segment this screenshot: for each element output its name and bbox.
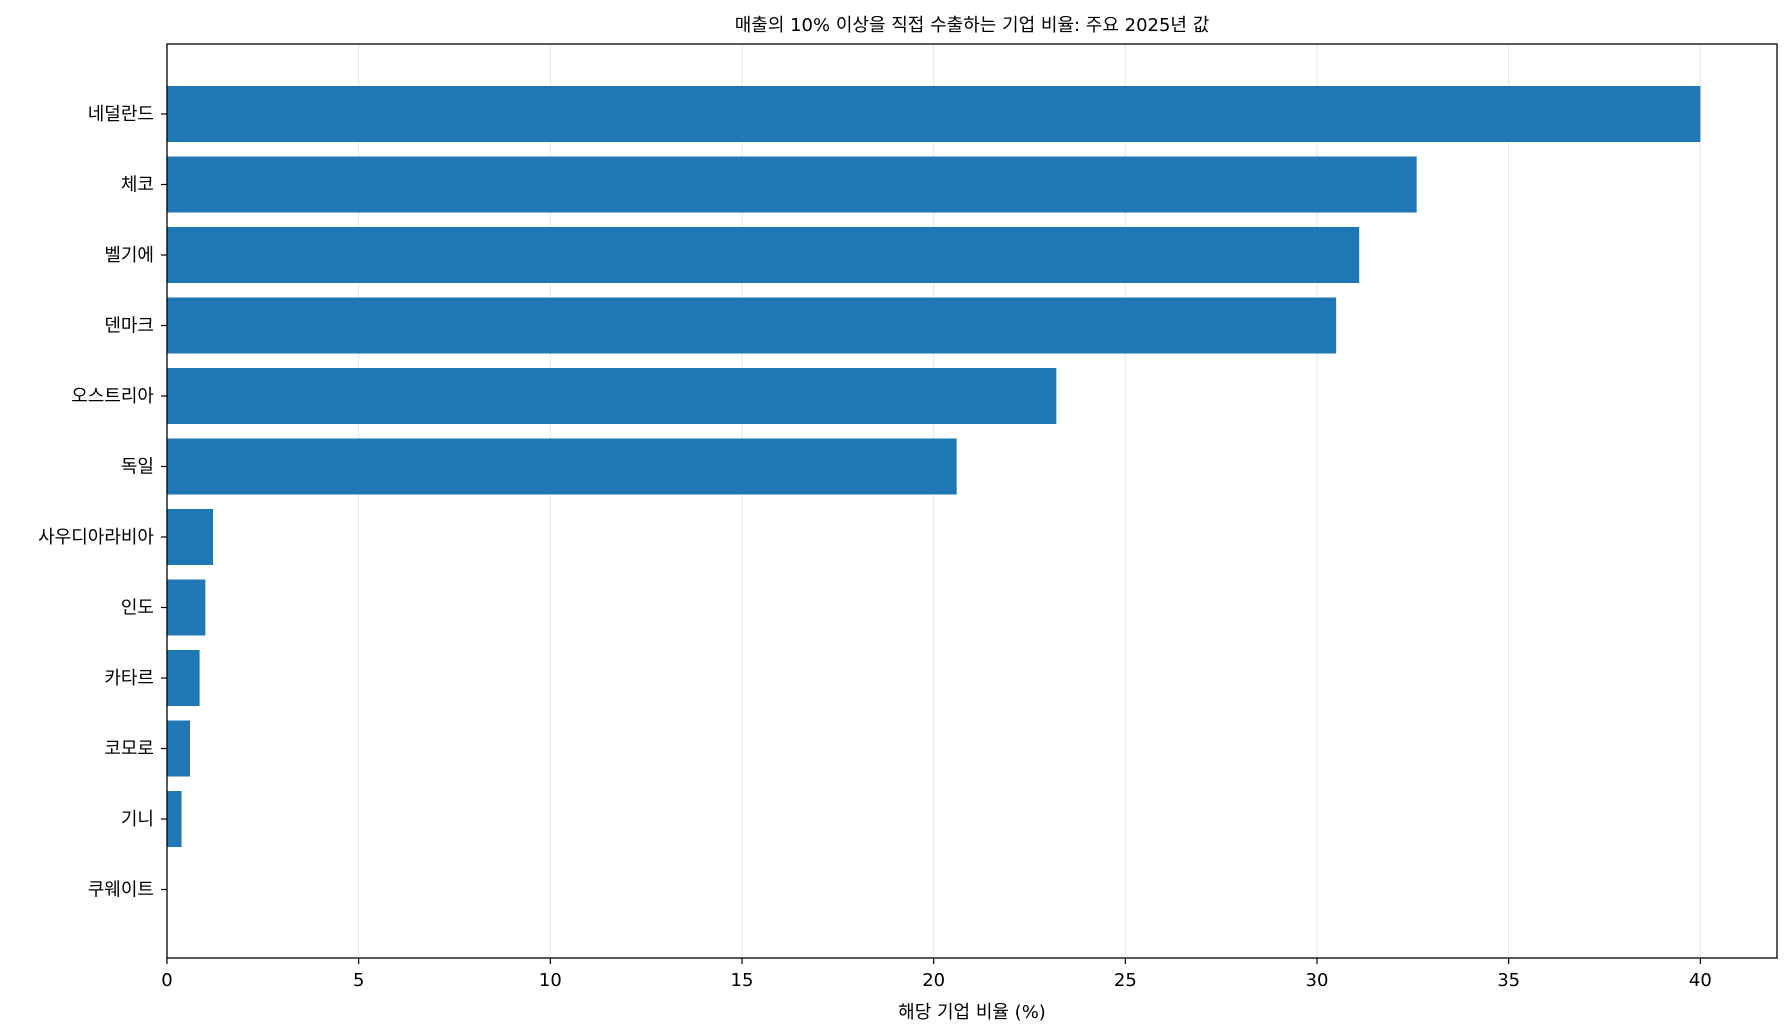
x-tick-label-0: 0	[161, 970, 172, 991]
x-tick-label-3: 15	[731, 970, 754, 991]
y-tick-label-7: 인도	[121, 598, 154, 619]
bar-2	[167, 227, 1360, 283]
y-tick-label-4: 오스트리아	[71, 386, 154, 407]
bar-9	[167, 720, 190, 777]
y-tick-label-8: 카타르	[104, 668, 154, 689]
x-axis-title: 해당 기업 비율 (%)	[898, 1002, 1046, 1023]
x-tick-label-5: 25	[1114, 970, 1137, 991]
chart-title: 매출의 10% 이상을 직접 수출하는 기업 비율: 주요 2025년 값	[735, 15, 1210, 36]
y-tick-label-6: 사우디아라비아	[38, 527, 154, 548]
y-tick-label-3: 덴마크	[104, 316, 154, 337]
x-tick-label-2: 10	[539, 970, 562, 991]
bars	[167, 86, 1701, 847]
x-tick-label-8: 40	[1689, 970, 1712, 991]
y-tick-label-1: 체코	[121, 175, 154, 196]
plot-frame	[166, 43, 1778, 959]
bar-1	[167, 156, 1417, 213]
y-tick-label-9: 코모로	[104, 739, 154, 760]
bar-8	[167, 650, 200, 706]
y-tick-label-11: 쿠웨이트	[88, 880, 154, 901]
x-tick-label-7: 35	[1497, 970, 1520, 991]
x-tick-label-4: 20	[922, 970, 945, 991]
bar-6	[167, 509, 213, 565]
bar-3	[167, 297, 1337, 354]
bar-0	[167, 86, 1701, 142]
x-tick-label-1: 5	[353, 970, 364, 991]
x-axis-ticks: 0 5 10 15 20 25 30 35 40	[161, 958, 1712, 991]
bar-4	[167, 368, 1057, 424]
y-tick-label-10: 기니	[121, 809, 154, 830]
x-tick-label-6: 30	[1306, 970, 1329, 991]
bar-5	[167, 438, 957, 495]
y-tick-label-2: 벨기에	[104, 245, 154, 266]
y-tick-label-0: 네덜란드	[88, 104, 154, 125]
y-tick-label-5: 독일	[121, 457, 154, 478]
bar-10	[167, 791, 182, 847]
bar-7	[167, 579, 206, 636]
